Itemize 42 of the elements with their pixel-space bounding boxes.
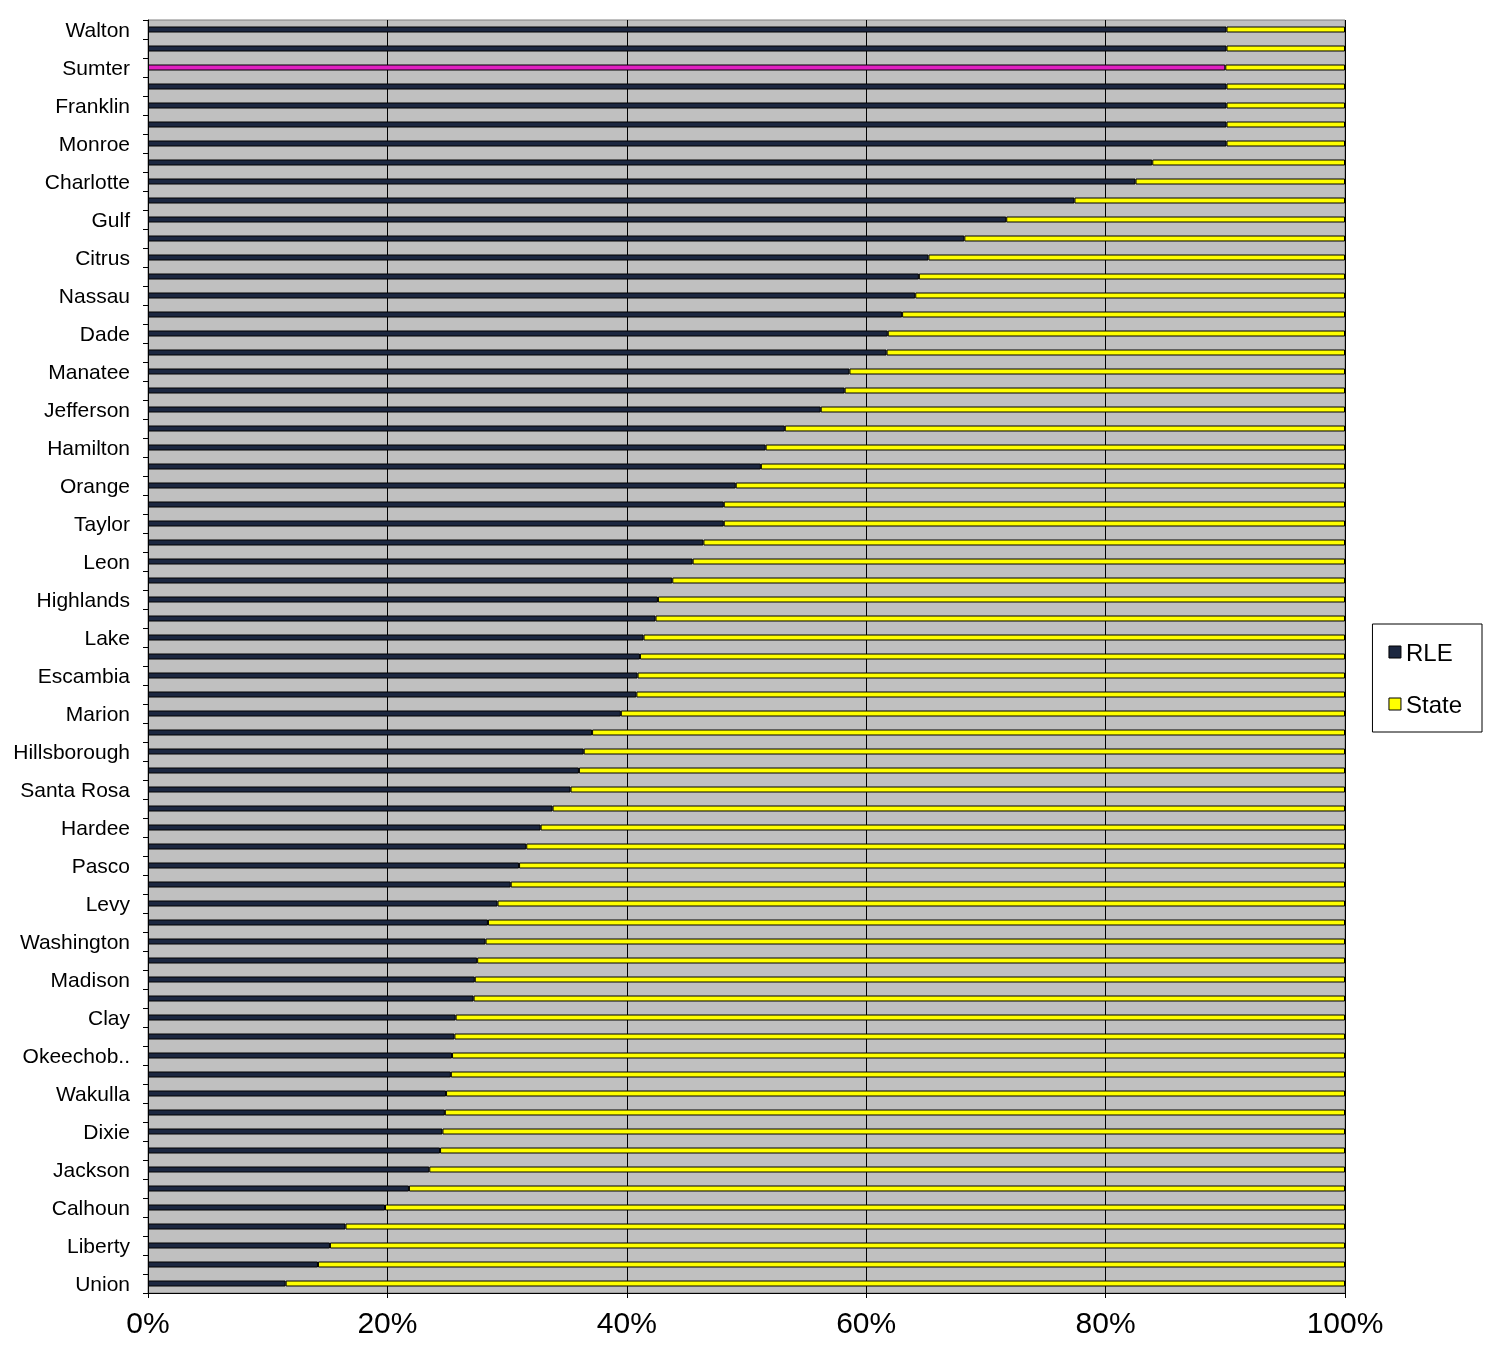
y-tick-label: Lake	[84, 626, 130, 649]
y-tick-label: Sumter	[62, 56, 131, 79]
y-tick-label: Okeechob..	[22, 1044, 130, 1067]
y-tick-label: Jackson	[52, 1158, 130, 1181]
y-tick-label: Wakulla	[56, 1082, 131, 1105]
y-tick-label: Nassau	[58, 284, 130, 307]
y-tick-label: Washington	[19, 930, 130, 953]
y-tick-label: Union	[75, 1272, 130, 1295]
y-tick-label: Franklin	[55, 94, 130, 117]
x-tick-label: 40%	[596, 1305, 657, 1339]
y-tick-label: Escambia	[37, 664, 131, 687]
y-tick-label: Hillsborough	[13, 740, 130, 763]
x-tick-label: 100%	[1306, 1305, 1384, 1339]
y-tick-label: Madison	[50, 968, 130, 991]
y-tick-label: Marion	[65, 702, 130, 725]
x-tick-label: 0%	[126, 1305, 170, 1339]
y-tick-label: Citrus	[75, 246, 130, 269]
y-tick-label: Manatee	[48, 360, 130, 383]
y-tick-label: Walton	[65, 18, 130, 41]
y-tick-label: Hamilton	[47, 436, 130, 459]
y-tick-label: Highlands	[36, 588, 130, 611]
y-tick-label: Charlotte	[44, 170, 130, 193]
y-tick-label: Gulf	[91, 208, 131, 231]
y-tick-label: Pasco	[71, 854, 130, 877]
x-tick-label: 80%	[1075, 1305, 1136, 1339]
legend-label: RLE	[1405, 638, 1453, 666]
y-tick-label: Dixie	[83, 1120, 130, 1143]
legend-label: State	[1405, 690, 1463, 718]
y-tick-label: Jefferson	[44, 398, 130, 421]
y-tick-label: Liberty	[66, 1234, 131, 1257]
y-tick-label: Monroe	[58, 132, 130, 155]
y-tick-label: Clay	[87, 1006, 131, 1029]
y-tick-label: Calhoun	[51, 1196, 130, 1219]
y-tick-label: Levy	[85, 892, 131, 915]
y-tick-label: Dade	[79, 322, 130, 345]
y-tick-label: Hardee	[61, 816, 130, 839]
y-tick-label: Leon	[83, 550, 130, 573]
y-tick-label: Orange	[59, 474, 130, 497]
x-tick-label: 20%	[357, 1305, 418, 1339]
y-tick-label: Santa Rosa	[20, 778, 131, 801]
y-tick-label: Taylor	[73, 512, 130, 535]
x-tick-label: 60%	[836, 1305, 897, 1339]
